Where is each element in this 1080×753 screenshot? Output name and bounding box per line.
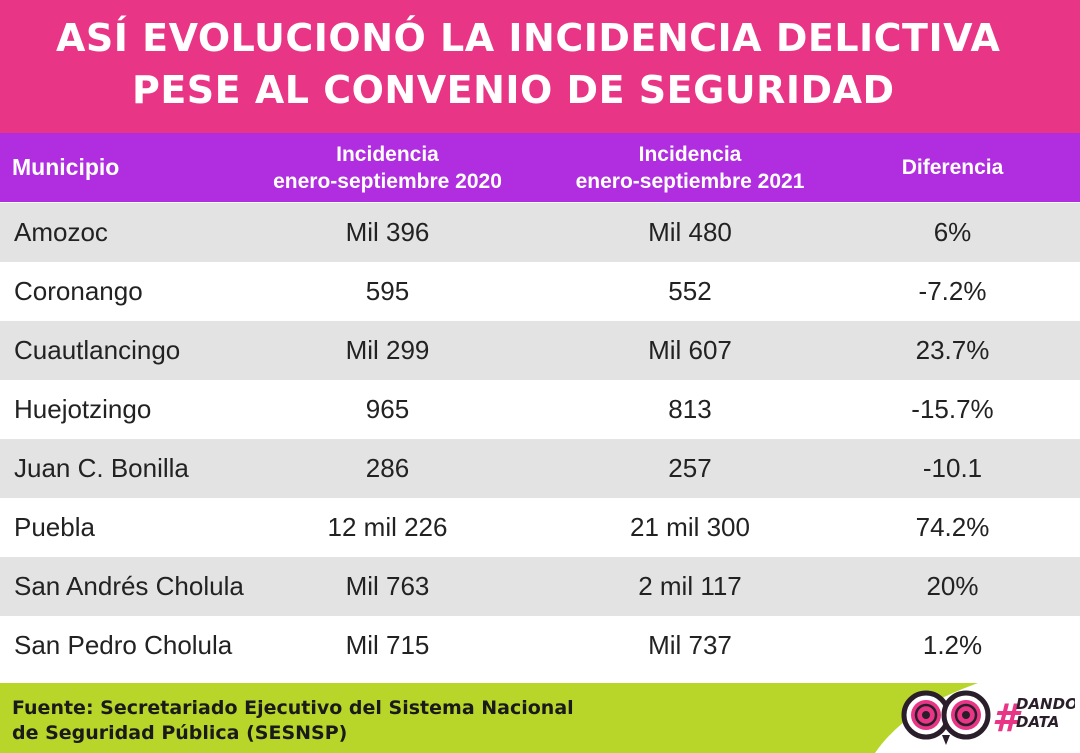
cell-diferencia: 20%	[926, 571, 979, 601]
cell-inc2021: Mil 737	[648, 630, 732, 660]
table-row: San Andrés Cholula Mil 763 2 mil 117 20%	[0, 557, 1080, 616]
cell-diferencia: -10.1	[922, 453, 983, 483]
header-2021-line1: Incidencia	[638, 142, 742, 166]
cell-inc2021: 2 mil 117	[638, 571, 742, 601]
cell-inc2021: Mil 480	[648, 217, 732, 247]
logo-word-data: DATA	[1016, 713, 1059, 731]
cell-inc2021: 21 mil 300	[630, 512, 750, 542]
table-row: San Pedro Cholula Mil 715 Mil 737 1.2%	[0, 616, 1080, 675]
cell-inc2020: 595	[365, 276, 410, 306]
source-note: Fuente: Secretariado Ejecutivo del Siste…	[12, 696, 574, 746]
title-line-2: PESE AL CONVENIO DE SEGURIDAD	[132, 68, 895, 112]
table-row: Puebla 12 mil 226 21 mil 300 74.2%	[0, 498, 1080, 557]
cell-inc2020: 965	[365, 394, 410, 424]
cell-municipio: Cuautlancingo	[14, 335, 181, 365]
logo-hash: #	[992, 696, 1022, 740]
cell-diferencia: -7.2%	[918, 276, 987, 306]
cell-inc2020: 286	[365, 453, 410, 483]
header-incidencia-2021: Incidencia enero-septiembre 2021	[545, 133, 835, 202]
table-header: Municipio Incidencia enero-septiembre 20…	[0, 133, 1080, 202]
header-incidencia-2020: Incidencia enero-septiembre 2020	[240, 133, 535, 202]
owl-eyes-icon	[901, 690, 991, 745]
cell-diferencia: 6%	[933, 217, 972, 247]
cell-diferencia: 74.2%	[915, 512, 990, 542]
table-row: Amozoc Mil 396 Mil 480 6%	[0, 203, 1080, 262]
cell-municipio: Juan C. Bonilla	[14, 453, 189, 483]
header-2020-line2: enero-septiembre 2020	[273, 169, 502, 193]
cell-municipio: Amozoc	[14, 217, 108, 247]
cell-inc2020: 12 mil 226	[327, 512, 448, 542]
table-row: Cuautlancingo Mil 299 Mil 607 23.7%	[0, 321, 1080, 380]
table-row: Coronango 595 552 -7.2%	[0, 262, 1080, 321]
dando-data-logo: # DANDO DATA	[901, 690, 1075, 745]
table-body: Amozoc Mil 396 Mil 480 6% Coronango 595 …	[0, 203, 1080, 675]
header-municipio: Municipio	[12, 133, 119, 202]
header-2020-line1: Incidencia	[336, 142, 439, 166]
cell-diferencia: 1.2%	[922, 630, 983, 660]
logo-word-dando: DANDO	[1016, 695, 1075, 713]
cell-municipio: San Andrés Cholula	[14, 571, 244, 601]
header-municipio-label: Municipio	[12, 154, 120, 180]
cell-diferencia: 23.7%	[915, 335, 990, 365]
cell-inc2020: Mil 715	[345, 630, 430, 660]
header-diferencia: Diferencia	[850, 133, 1055, 202]
title-line-1: ASÍ EVOLUCIONÓ LA INCIDENCIA DELICTIVA	[56, 16, 1001, 60]
cell-inc2021: 813	[668, 394, 712, 424]
cell-inc2021: Mil 607	[648, 335, 732, 365]
header-2021-line2: enero-septiembre 2021	[575, 169, 805, 193]
source-line-2: de Seguridad Pública (SESNSP)	[12, 722, 348, 744]
cell-municipio: Huejotzingo	[14, 394, 152, 424]
source-line-1: Fuente: Secretariado Ejecutivo del Siste…	[12, 697, 574, 719]
cell-municipio: Coronango	[14, 276, 143, 306]
cell-inc2020: Mil 763	[345, 571, 430, 601]
table-row: Juan C. Bonilla 286 257 -10.1	[0, 439, 1080, 498]
cell-inc2021: 257	[668, 453, 712, 483]
cell-inc2021: 552	[668, 276, 712, 306]
cell-municipio: Puebla	[14, 512, 95, 542]
cell-diferencia: -15.7%	[911, 394, 994, 424]
cell-inc2020: Mil 396	[345, 217, 430, 247]
title-band: ASÍ EVOLUCIONÓ LA INCIDENCIA DELICTIVA P…	[0, 0, 1080, 133]
table-row: Huejotzingo 965 813 -15.7%	[0, 380, 1080, 439]
cell-inc2020: Mil 299	[345, 335, 430, 365]
cell-municipio: San Pedro Cholula	[14, 630, 233, 660]
header-diferencia-label: Diferencia	[901, 156, 1004, 179]
